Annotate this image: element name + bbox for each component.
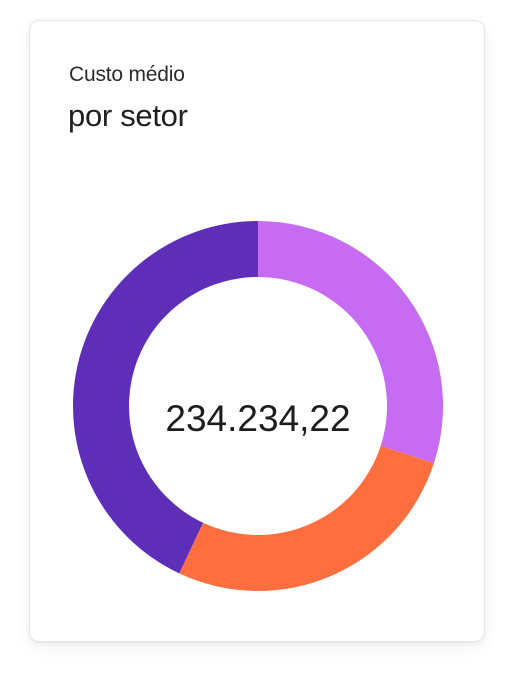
cost-card: Custo médio por setor 234.234,22 (29, 20, 485, 642)
donut-slice-2 (179, 445, 434, 591)
card-title: Custo médio (69, 63, 185, 86)
donut-slice-1 (258, 221, 443, 464)
center-value: 234.234,22 (165, 398, 350, 439)
card-subtitle: por setor (68, 98, 188, 133)
donut-slices (73, 221, 443, 591)
donut-chart: 234.234,22 (73, 221, 443, 591)
donut-slice-3 (73, 221, 258, 574)
